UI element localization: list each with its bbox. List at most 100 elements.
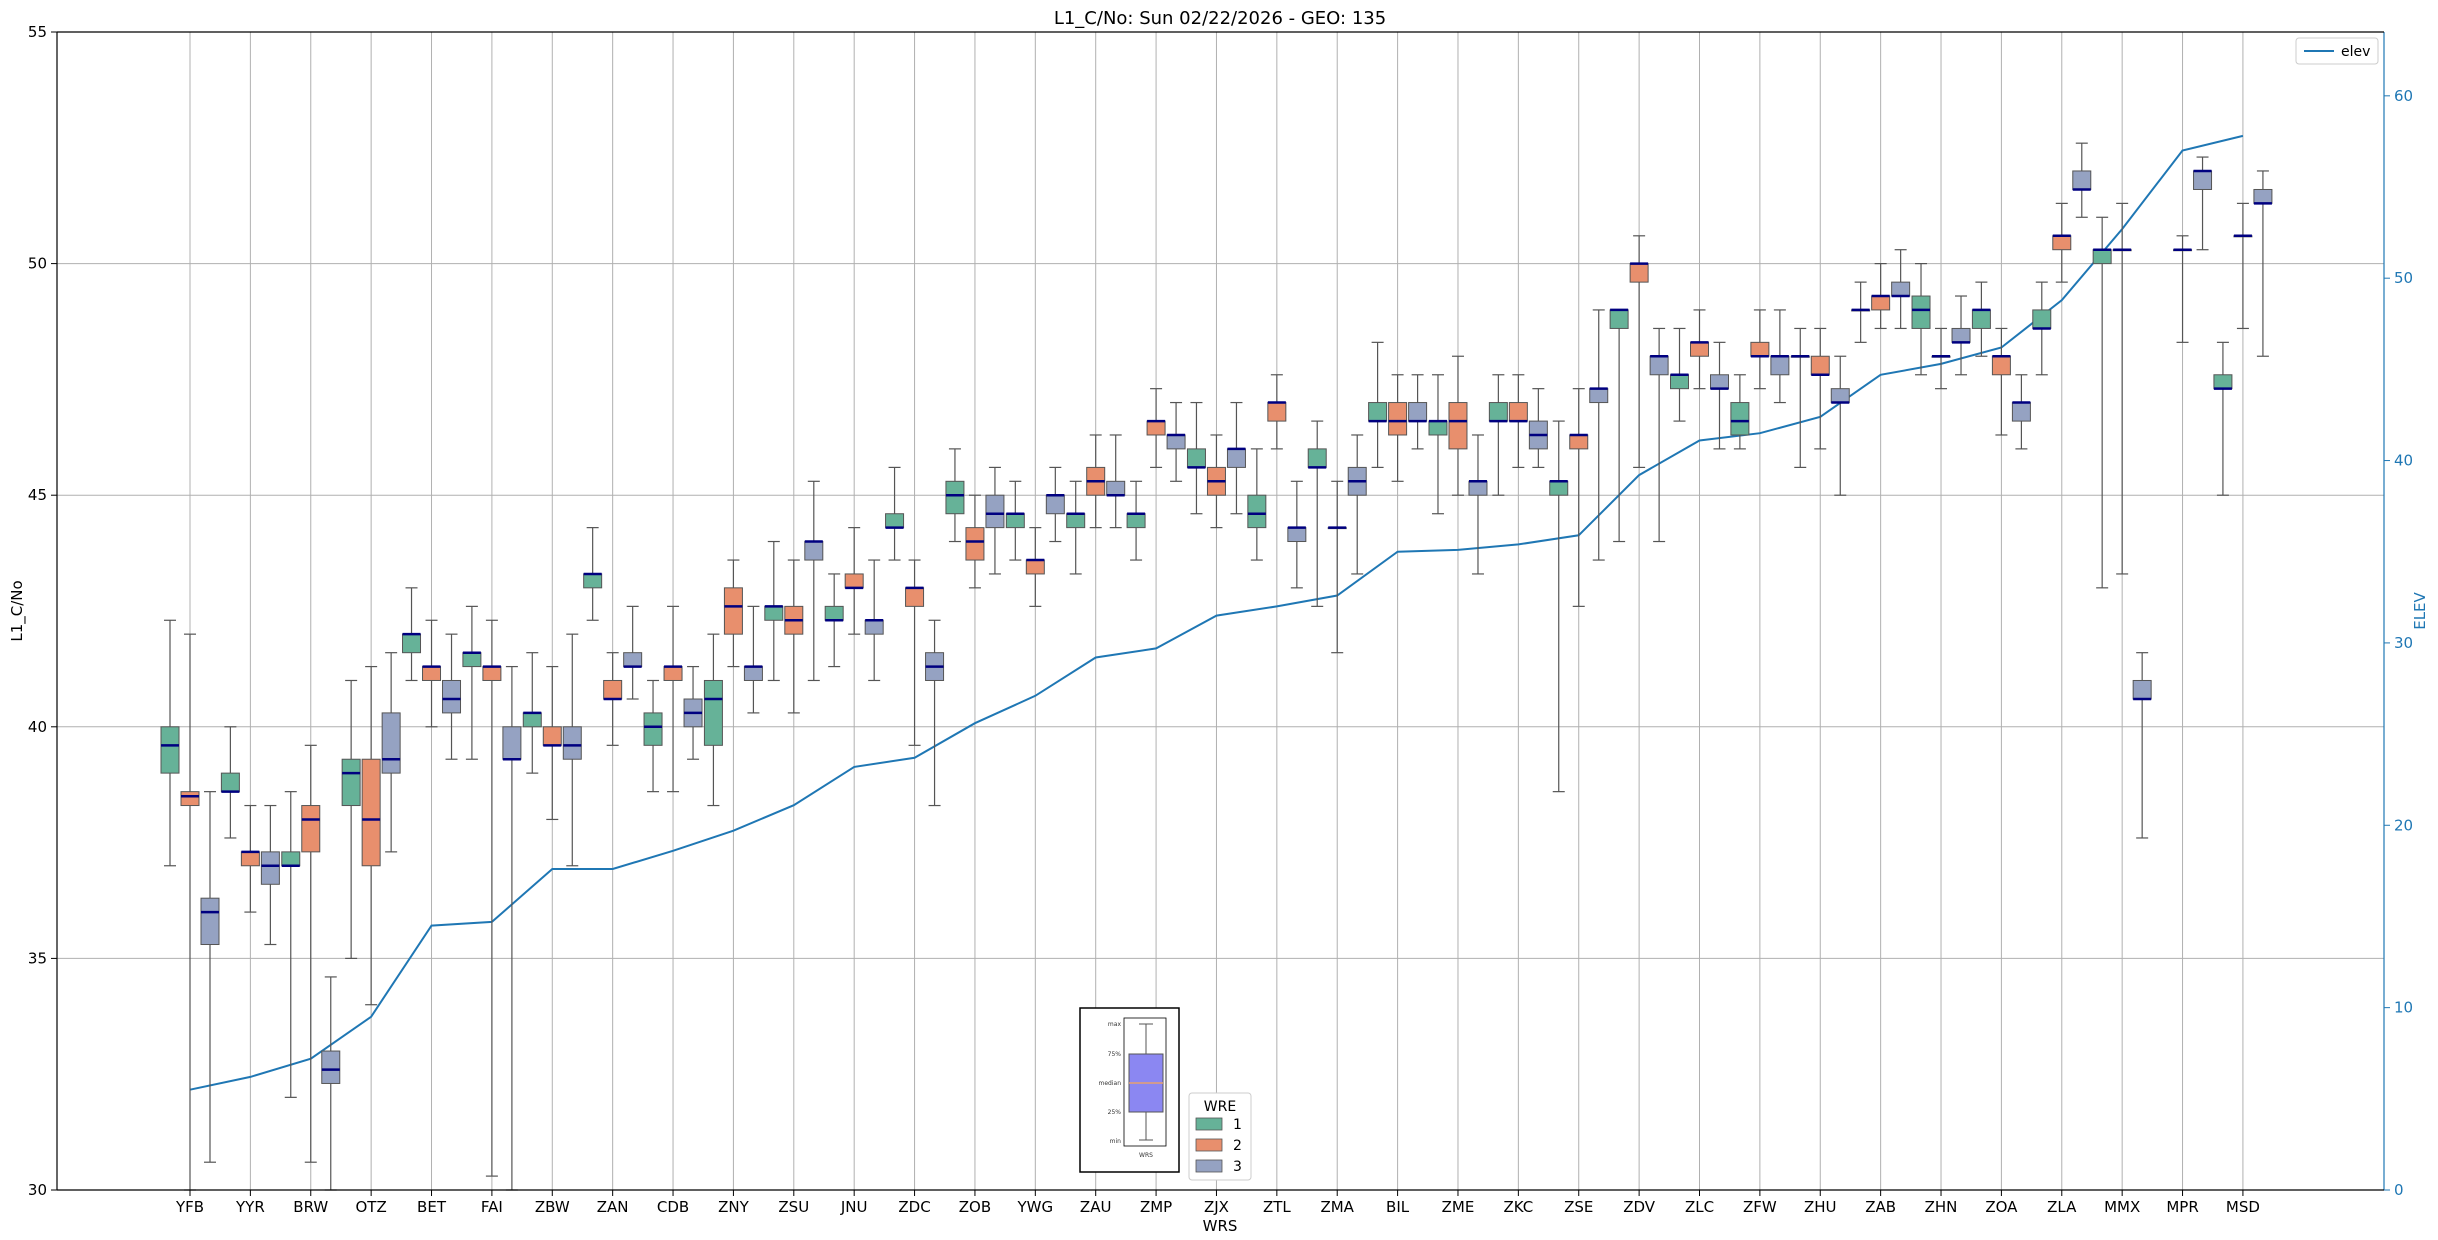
x-tick-label: YWG: [1017, 1198, 1054, 1216]
box-ZOB-wre2: [965, 494, 985, 589]
x-tick-label: ZLC: [1685, 1198, 1714, 1216]
x-tick-label: ZOA: [1985, 1198, 2018, 1216]
box-ZSU-wre2: [784, 559, 804, 714]
inset-label: min: [1110, 1138, 1122, 1145]
box-iqr: [2132, 679, 2152, 700]
box-iqr: [1569, 434, 1589, 450]
box-iqr: [703, 679, 723, 746]
box-iqr: [1891, 281, 1911, 297]
box-ZHN-wre3: [1951, 295, 1971, 376]
box-ZHU-wre3: [1830, 355, 1850, 496]
box-OTZ-wre3: [381, 652, 401, 853]
box-iqr: [1468, 480, 1488, 496]
box-YFB-wre1: [160, 619, 180, 867]
x-tick-label: ZAN: [597, 1198, 629, 1216]
x-tick-label: ZAB: [1865, 1198, 1896, 1216]
box-BET-wre2: [422, 619, 442, 728]
box-iqr: [200, 897, 220, 946]
box-iqr: [1226, 448, 1246, 468]
box-ZKC-wre1: [1488, 374, 1508, 496]
box-ZMP-wre2: [1146, 388, 1166, 469]
box-iqr: [422, 666, 442, 681]
box-ZHN-wre1: [1911, 263, 1931, 376]
box-iqr: [1066, 513, 1086, 529]
box-MMX-wre1: [2092, 216, 2112, 589]
x-tick-label: ZME: [1442, 1198, 1475, 1216]
wre-legend-frame: [1188, 1092, 1252, 1181]
box-iqr: [321, 1050, 341, 1084]
box-ZDC-wre2: [905, 559, 925, 746]
box-ZNY-wre1: [703, 633, 723, 807]
box-iqr: [2092, 249, 2112, 265]
box-MMX-wre3: [2132, 652, 2152, 839]
box-ZAU-wre1: [1066, 480, 1086, 575]
box-iqr: [2213, 374, 2233, 390]
box-iqr: [2032, 309, 2052, 329]
inset-label: 25%: [1108, 1109, 1122, 1116]
box-ZHN-wre2: [1931, 327, 1951, 390]
box-iqr: [864, 619, 884, 635]
box-ZLC-wre2: [1690, 309, 1709, 390]
box-ZTL-wre3: [1287, 480, 1307, 589]
box-iqr: [1810, 355, 1830, 376]
elev-legend-frame: [2295, 37, 2379, 65]
x-tick-label: ZSE: [1564, 1198, 1593, 1216]
y-axis-label: L1_C/No: [8, 580, 27, 641]
box-CDB-wre2: [663, 605, 683, 793]
box-ZAU-wre2: [1086, 434, 1106, 529]
box-iqr: [442, 679, 462, 714]
wre-legend-swatch: [1195, 1138, 1223, 1152]
box-iqr: [1005, 513, 1025, 529]
box-iqr: [301, 805, 321, 853]
box-ZBW-wre1: [522, 652, 542, 774]
y2-axis-label: ELEV: [2411, 591, 2429, 629]
box-YFB-wre3: [200, 791, 220, 1163]
box-iqr: [603, 679, 623, 700]
box-YYR-wre3: [260, 804, 280, 946]
box-JNU-wre3: [864, 559, 884, 682]
box-ZDV-wre3: [1649, 327, 1669, 543]
box-iqr: [522, 712, 542, 728]
box-MPR-wre3: [2193, 156, 2213, 251]
box-ZNY-wre3: [743, 605, 763, 714]
box-ZSE-wre1: [1549, 420, 1569, 793]
wre-legend-label: 1: [1233, 1117, 1242, 1133]
box-iqr: [2253, 188, 2273, 204]
y2-tick-label: 10: [2394, 999, 2413, 1017]
y2-tick-label: 40: [2394, 452, 2413, 470]
inset-label: 75%: [1108, 1051, 1122, 1058]
box-BRW-wre3: [321, 976, 341, 1191]
box-iqr: [381, 712, 401, 774]
box-iqr: [1549, 480, 1569, 496]
box-iqr: [1267, 402, 1287, 422]
box-ZAB-wre1: [1851, 281, 1871, 343]
box-ZOA-wre3: [2011, 374, 2031, 450]
box-BIL-wre3: [1408, 374, 1428, 450]
box-ZOB-wre3: [985, 466, 1005, 575]
box-MMX-wre2: [2112, 202, 2132, 575]
x-axis-label: WRS: [1203, 1217, 1238, 1235]
box-iqr: [462, 652, 482, 668]
box-iqr: [1750, 341, 1770, 357]
box-YYR-wre1: [220, 726, 240, 839]
box-ZLA-wre3: [2072, 142, 2092, 218]
inset-label: median: [1099, 1080, 1122, 1087]
box-MSD-wre2: [2233, 202, 2253, 330]
box-ZMP-wre1: [1126, 480, 1146, 561]
box-MSD-wre1: [2213, 341, 2233, 496]
box-ZAB-wre2: [1871, 263, 1891, 330]
box-iqr: [1830, 388, 1850, 404]
box-iqr: [2052, 235, 2072, 251]
x-tick-label: ZTL: [1263, 1198, 1291, 1216]
box-iqr: [1508, 402, 1528, 422]
box-iqr: [361, 758, 381, 867]
box-ZME-wre2: [1448, 355, 1468, 496]
x-tick-label: BRW: [293, 1198, 328, 1216]
x-tick-label: ZAU: [1080, 1198, 1112, 1216]
box-iqr: [240, 851, 260, 867]
x-tick-label: CDB: [657, 1198, 689, 1216]
box-MSD-wre3: [2253, 170, 2273, 357]
wre-legend-title: WRE: [1204, 1099, 1236, 1115]
box-ZSU-wre1: [764, 540, 784, 682]
